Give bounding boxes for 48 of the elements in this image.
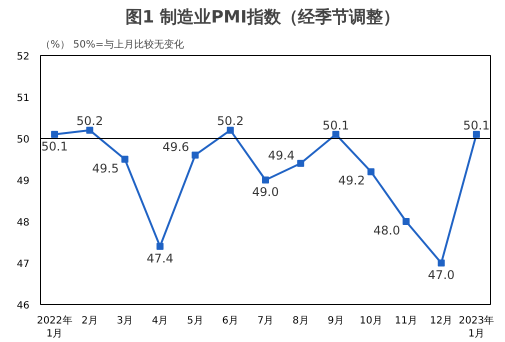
point xyxy=(86,126,94,134)
text: 49.4 xyxy=(268,148,295,162)
y-tick-label: 46 xyxy=(16,300,30,312)
point xyxy=(402,218,410,225)
x-tick-label: 9月 xyxy=(328,316,344,326)
x-tick-label: 3月 xyxy=(116,316,134,326)
point xyxy=(297,160,304,167)
x-tick-label: 2023年 1月 xyxy=(458,314,494,340)
text: 50.2 xyxy=(216,114,244,128)
text: 47.0 xyxy=(428,268,455,282)
y-tick-label: 49 xyxy=(16,176,30,187)
x-tick-label: 6月 xyxy=(222,316,239,326)
x-tick-label: 5月 xyxy=(187,316,204,326)
point xyxy=(226,126,234,134)
text: （%） 50%=与上月比较无变化 xyxy=(40,40,184,50)
x-tick-label: 8月 xyxy=(292,316,309,326)
x-tick-label: 11月 xyxy=(394,316,418,326)
x-tick-label: 10月 xyxy=(360,316,382,326)
point xyxy=(472,130,480,138)
point xyxy=(156,242,164,250)
x-tick-label: 12月 xyxy=(430,316,453,326)
point xyxy=(192,152,199,159)
y-tick-label: 47 xyxy=(16,259,30,270)
text: 47.4 xyxy=(146,251,174,266)
x-tick-label: 4月 xyxy=(152,316,168,326)
text: 49.0 xyxy=(252,185,279,199)
text: 49.2 xyxy=(338,174,365,188)
y-tick-label: 51 xyxy=(16,93,30,104)
y-tick-label: 52 xyxy=(16,52,30,62)
text: 50.1 xyxy=(41,139,68,154)
y-tick-label: 48 xyxy=(16,218,30,228)
text: 48.0 xyxy=(373,224,400,238)
point xyxy=(121,156,128,163)
x-tick-label: 2022年 1月 xyxy=(36,314,72,340)
y-tick-label: 50 xyxy=(16,134,30,146)
text: 50.1 xyxy=(322,118,350,132)
text: 50.2 xyxy=(76,114,104,128)
point xyxy=(332,130,340,138)
text: 50.1 xyxy=(463,118,490,132)
point xyxy=(438,260,445,266)
x-tick-label: 2月 xyxy=(82,316,98,326)
point xyxy=(367,168,374,176)
point xyxy=(51,130,58,138)
text: 49.6 xyxy=(162,140,190,154)
text: 49.5 xyxy=(92,161,119,176)
point xyxy=(262,176,269,184)
x-tick-label: 7月 xyxy=(257,316,274,326)
chart-title: 图1 制造业PMI指数（经季节调整） xyxy=(125,8,400,28)
